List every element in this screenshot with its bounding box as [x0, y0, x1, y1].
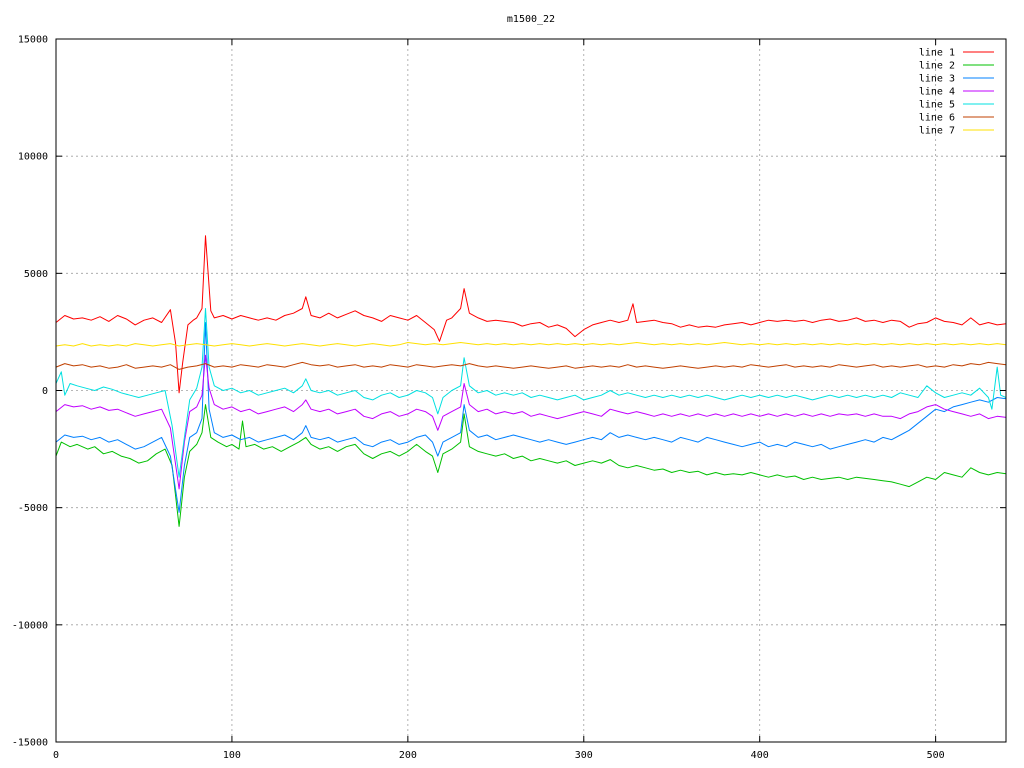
legend-label: line 1	[919, 48, 955, 59]
series-line	[55, 342, 1007, 347]
series-line	[55, 235, 1007, 394]
legend-label: line 3	[919, 74, 955, 85]
x-tick-label: 100	[223, 750, 241, 761]
y-tick-label: -10000	[12, 620, 48, 631]
legend-label: line 6	[919, 113, 955, 124]
legend: line 1 line 2 line 3 line 4 line 5 line 6 line…	[919, 48, 994, 137]
legend-label: line 2	[919, 61, 955, 72]
y-tick-label: 15000	[18, 35, 48, 46]
y-tick-label: 5000	[24, 269, 48, 280]
series-line	[55, 354, 1007, 490]
legend-label: line 4	[919, 87, 955, 98]
x-tick-label: 400	[751, 750, 769, 761]
axis-ticks: -15000 -10000 -5000 0 5000 10000 15000 0 100 200 3…	[12, 35, 1006, 761]
x-tick-label: 500	[927, 750, 945, 761]
grid-lines	[56, 39, 1006, 742]
series-line	[55, 361, 1007, 370]
series-group	[55, 235, 1007, 527]
series-line	[55, 308, 1007, 478]
chart-title: m1500_22	[507, 14, 555, 25]
y-tick-label: 0	[42, 386, 48, 397]
y-tick-label: -15000	[12, 738, 48, 749]
x-tick-label: 0	[53, 750, 59, 761]
x-tick-label: 200	[399, 750, 417, 761]
y-tick-label: 10000	[18, 152, 48, 163]
y-tick-label: -5000	[18, 503, 48, 514]
legend-label: line 5	[919, 100, 955, 111]
x-tick-label: 300	[575, 750, 593, 761]
series-line	[55, 322, 1007, 513]
series-line	[55, 404, 1007, 527]
legend-label: line 7	[919, 126, 955, 137]
